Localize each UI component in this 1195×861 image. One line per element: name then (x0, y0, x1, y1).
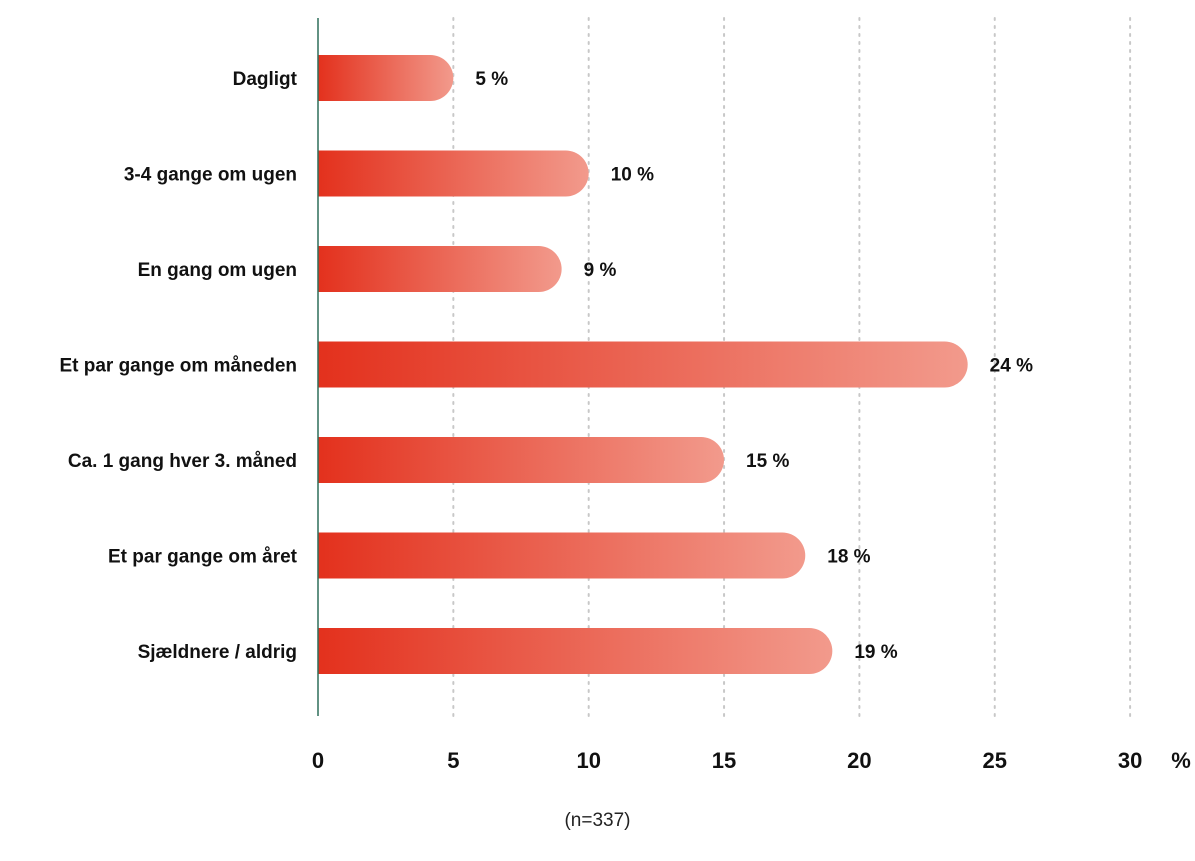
bar-chart: Dagligt 3-4 gange om ugen En gang om ugen E… (59, 17, 1191, 773)
category-label: Et par gange om måneden (59, 356, 297, 377)
x-tick-labels: 0 5 10 15 20 25 30% (312, 748, 1191, 773)
value-label: 24 % (990, 356, 1033, 377)
bars (318, 55, 968, 674)
bar (318, 437, 725, 483)
bar (318, 341, 968, 388)
category-label: 3-4 gange om ugen (124, 165, 297, 186)
x-tick-label: 20 (847, 748, 871, 773)
bar (318, 628, 833, 674)
bar (318, 246, 562, 292)
category-label: Ca. 1 gang hver 3. måned (68, 451, 297, 472)
value-labels: 5 % 10 % 9 % 24 % 15 % 18 % 19 % (475, 69, 1033, 663)
x-tick-label: 25 (983, 748, 1007, 773)
value-label: 15 % (746, 451, 789, 472)
value-label: 9 % (584, 260, 617, 281)
x-tick-label: 30 (1118, 748, 1142, 773)
value-label: 18 % (827, 547, 870, 568)
x-tick-label: 0 (312, 748, 324, 773)
bar (318, 532, 806, 579)
value-label: 10 % (611, 165, 654, 186)
bar (318, 55, 454, 101)
category-label: Dagligt (233, 69, 298, 90)
sample-size-note: (n=337) (564, 810, 631, 831)
category-labels: Dagligt 3-4 gange om ugen En gang om ugen E… (59, 69, 297, 663)
bar (318, 150, 589, 197)
x-tick-label: 10 (576, 748, 600, 773)
x-tick-label: 5 (447, 748, 459, 773)
category-label: En gang om ugen (138, 260, 297, 281)
category-label: Sjældnere / aldrig (138, 642, 297, 663)
x-tick-label: 15 (712, 748, 736, 773)
x-unit-label: % (1171, 748, 1191, 773)
value-label: 19 % (854, 642, 897, 663)
value-label: 5 % (475, 69, 508, 90)
category-label: Et par gange om året (108, 547, 298, 568)
